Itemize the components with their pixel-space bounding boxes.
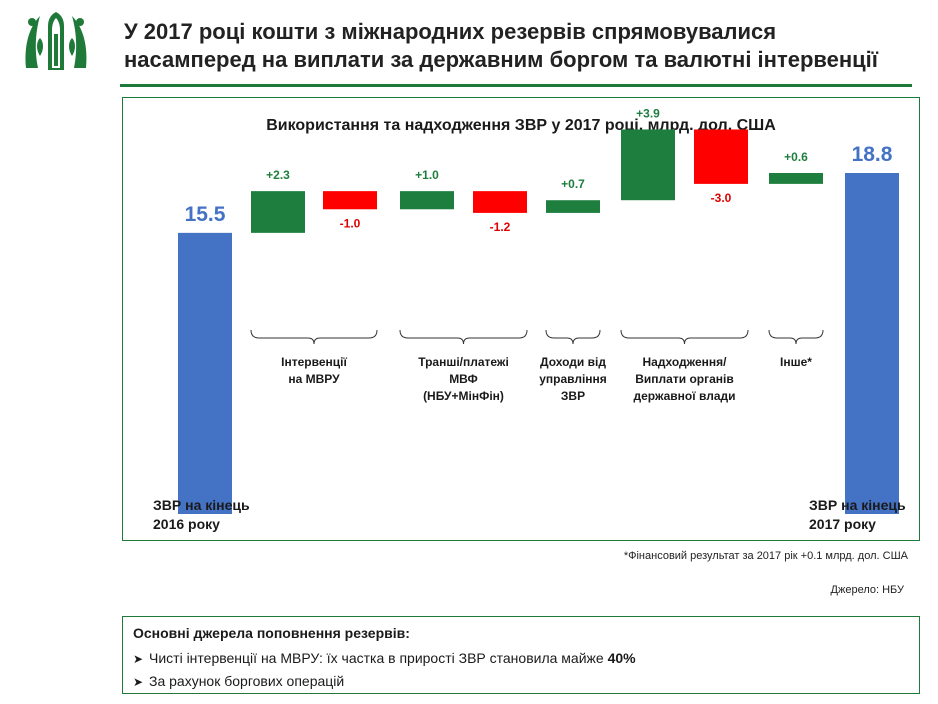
data-source: Джерело: НБУ bbox=[830, 584, 904, 596]
group-label: Інтервенції на МВРУ bbox=[281, 355, 347, 386]
summary-item: ➤ Чисті інтервенції на МВРУ: їх частка в … bbox=[133, 647, 909, 670]
summary-title: Основні джерела поповнення резервів: bbox=[133, 625, 410, 641]
group-brace bbox=[545, 329, 601, 345]
end-total-label: ЗВР на кінець 2017 року bbox=[809, 497, 906, 532]
group-brace bbox=[620, 329, 749, 345]
chart-bar bbox=[845, 173, 899, 514]
summary-item: ➤ За рахунок боргових операцій bbox=[133, 670, 909, 693]
bar-value-label: -1.0 bbox=[340, 216, 361, 230]
bar-value-label: -3.0 bbox=[711, 191, 732, 205]
chart-bar bbox=[546, 200, 600, 213]
nbu-logo-icon bbox=[25, 12, 87, 70]
chart-bar bbox=[769, 173, 823, 184]
bar-value-label: 15.5 bbox=[185, 203, 226, 226]
header-divider bbox=[120, 84, 912, 87]
bar-value-label: +0.6 bbox=[784, 150, 808, 164]
bar-value-label: +3.9 bbox=[636, 106, 660, 120]
chart-footnote: *Фінансовий результат за 2017 рік +0.1 м… bbox=[623, 550, 908, 562]
arrow-bullet-icon: ➤ bbox=[133, 675, 144, 689]
bar-value-label: -1.2 bbox=[490, 220, 511, 234]
arrow-bullet-icon: ➤ bbox=[133, 652, 144, 666]
summary-item-text: Чисті інтервенції на МВРУ: їх частка в п… bbox=[149, 650, 608, 666]
group-label: Надходження/Виплати органів державної вла… bbox=[634, 355, 736, 403]
group-brace bbox=[768, 329, 824, 345]
chart-frame: Використання та надходження ЗВР у 2017 р… bbox=[122, 97, 920, 541]
chart-bar bbox=[694, 129, 748, 184]
chart-bar bbox=[473, 191, 527, 213]
summary-item-highlight: 40% bbox=[607, 650, 636, 666]
bar-value-label: +0.7 bbox=[561, 177, 585, 191]
chart-bar bbox=[251, 191, 305, 233]
group-brace bbox=[399, 329, 528, 345]
chart-bar bbox=[621, 129, 675, 201]
slide-title-line-1: У 2017 році кошти з міжнародних резервів… bbox=[124, 19, 777, 44]
group-label: Інше* bbox=[780, 355, 812, 369]
bar-value-label: +1.0 bbox=[415, 168, 439, 182]
chart-bar bbox=[323, 191, 377, 210]
waterfall-chart: Використання та надходження ЗВР у 2017 р… bbox=[153, 106, 906, 532]
bar-value-label: +2.3 bbox=[266, 168, 290, 182]
group-label: Транші/платежі МВФ (НБУ+МінФін) bbox=[418, 355, 509, 403]
slide-title-line-2: насамперед на виплати за державним борго… bbox=[124, 47, 878, 72]
slide-title: У 2017 році кошти з міжнародних резервів… bbox=[124, 18, 924, 74]
start-total-label: ЗВР на кінець 2016 року bbox=[153, 497, 250, 532]
group-label: Доходи від управління ЗВР bbox=[539, 355, 607, 403]
bar-value-label: 18.8 bbox=[852, 143, 893, 166]
group-brace bbox=[250, 329, 378, 345]
summary-item-text: За рахунок боргових операцій bbox=[149, 673, 345, 689]
chart-bar bbox=[400, 191, 454, 210]
chart-bar bbox=[178, 232, 232, 514]
summary-box: Основні джерела поповнення резервів: ➤ Чи… bbox=[122, 616, 920, 694]
